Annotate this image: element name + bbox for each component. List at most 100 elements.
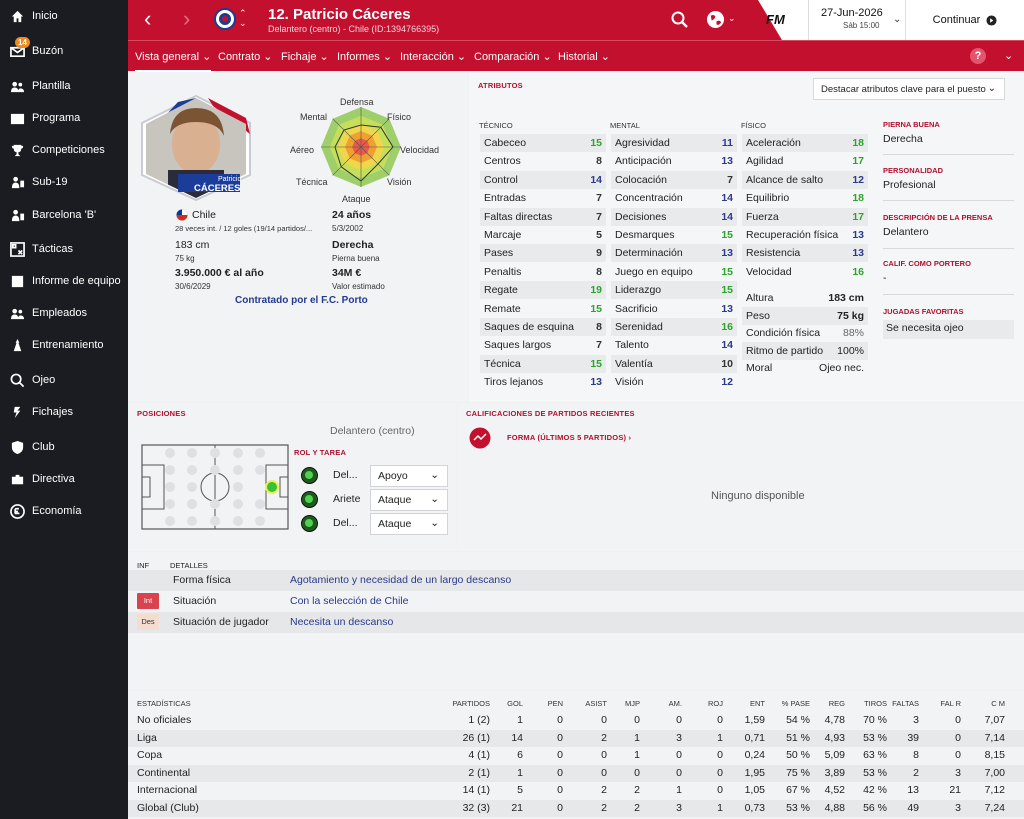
stats-column-header[interactable]: C M bbox=[991, 699, 1005, 708]
fisico-attribute-row[interactable]: Equilibrio 18 bbox=[742, 189, 868, 207]
sidebar-item-tácticas[interactable]: Tácticas bbox=[0, 234, 128, 264]
tecnico-attribute-row[interactable]: Tiros lejanos 13 bbox=[480, 373, 606, 391]
stats-column-header[interactable]: % Pase bbox=[781, 699, 810, 708]
tecnico-attribute-row[interactable]: Penaltis 8 bbox=[480, 263, 606, 281]
stats-column-header[interactable]: Ent bbox=[750, 699, 765, 708]
tecnico-attribute-row[interactable]: Técnica 15 bbox=[480, 354, 606, 373]
stats-column-header[interactable]: Asist bbox=[585, 699, 607, 708]
sidebar-item-informe-de-equipo[interactable]: Informe de equipo bbox=[0, 266, 128, 296]
crest-switch-icon[interactable]: ⌃ ⌄ bbox=[239, 8, 247, 28]
mental-attribute-row[interactable]: Anticipación 13 bbox=[611, 152, 737, 170]
sidebar-item-programa[interactable]: Programa bbox=[0, 103, 128, 133]
tecnico-attribute-row[interactable]: Marcaje 5 bbox=[480, 226, 606, 244]
stats-column-header[interactable]: Pen bbox=[547, 699, 563, 708]
duty-select[interactable]: Apoyo ⌄ bbox=[370, 465, 448, 487]
mental-attribute-row[interactable]: Concentración 14 bbox=[611, 189, 737, 207]
fisico-attribute-row[interactable]: Recuperación física 13 bbox=[742, 226, 868, 244]
tecnico-attribute-row[interactable]: Saques de esquina 8 bbox=[480, 318, 606, 336]
stats-column-header[interactable]: Estadísticas bbox=[137, 699, 191, 708]
fm-logo[interactable]: FM bbox=[766, 12, 785, 27]
nationality[interactable]: Chile bbox=[192, 209, 216, 221]
stats-column-header[interactable]: Tiros bbox=[864, 699, 887, 708]
fisico-attribute-row[interactable]: Resistencia 13 bbox=[742, 244, 868, 263]
mental-attribute-row[interactable]: Serenidad 16 bbox=[611, 318, 737, 336]
stats-row[interactable]: Global (Club) 32 (3) 21 0 2 2 3 1 0,73 53 % 4,88 56… bbox=[128, 800, 1024, 817]
fisico-attribute-row[interactable]: Agilidad 17 bbox=[742, 152, 868, 170]
stats-row[interactable]: No oficiales 1 (2) 1 0 0 0 0 0 1,59 54 % 4,78 70 % 3… bbox=[128, 712, 1024, 729]
forward-arrow-icon[interactable]: › bbox=[183, 6, 191, 31]
mental-attribute-row[interactable]: Colocación 7 bbox=[611, 170, 737, 189]
mental-attribute-row[interactable]: Juego en equipo 15 bbox=[611, 263, 737, 281]
stats-column-header[interactable]: MJP bbox=[625, 699, 640, 708]
loan-status-link[interactable]: Contratado por el F.C. Porto bbox=[235, 295, 368, 306]
mental-attribute-row[interactable]: Desmarques 15 bbox=[611, 226, 737, 244]
fisico-attribute-row[interactable]: Aceleración 18 bbox=[742, 134, 868, 152]
stats-column-header[interactable]: Roj bbox=[708, 699, 723, 708]
sidebar-item-plantilla[interactable]: Plantilla bbox=[0, 71, 128, 101]
duty-select[interactable]: Ataque ⌄ bbox=[370, 513, 448, 535]
role-name[interactable]: Del... bbox=[333, 517, 358, 529]
sidebar-item-club[interactable]: Club bbox=[0, 432, 128, 462]
mental-attribute-row[interactable]: Talento 14 bbox=[611, 336, 737, 354]
stats-column-header[interactable]: Gol bbox=[507, 699, 523, 708]
date-widget[interactable]: 27-Jun-2026 Sáb 15:00 ⌄ bbox=[808, 0, 906, 40]
search-icon[interactable] bbox=[671, 11, 689, 29]
mental-attribute-row[interactable]: Decisiones 14 bbox=[611, 207, 737, 226]
tecnico-attribute-row[interactable]: Centros 8 bbox=[480, 152, 606, 170]
chevron-down-icon[interactable]: ⌄ bbox=[1004, 50, 1014, 62]
tab-vista-general[interactable]: Vista general ⌄ bbox=[135, 50, 212, 72]
tecnico-attribute-row[interactable]: Entradas 7 bbox=[480, 189, 606, 207]
duty-select[interactable]: Ataque ⌄ bbox=[370, 489, 448, 511]
highlight-key-attributes-select[interactable]: Destacar atributos clave para el puesto … bbox=[813, 78, 1005, 100]
globe-menu[interactable]: ⌄ bbox=[706, 10, 736, 30]
tab-contrato[interactable]: Contrato ⌄ bbox=[218, 51, 273, 63]
sidebar-item-entrenamiento[interactable]: Entrenamiento bbox=[0, 330, 128, 360]
mental-attribute-row[interactable]: Valentía 10 bbox=[611, 354, 737, 373]
tecnico-attribute-row[interactable]: Pases 9 bbox=[480, 244, 606, 263]
help-icon[interactable]: ? bbox=[970, 48, 986, 64]
sidebar-item-competiciones[interactable]: Competiciones bbox=[0, 135, 128, 165]
tecnico-attribute-row[interactable]: Control 14 bbox=[480, 170, 606, 189]
form-last-5-link[interactable]: Forma (últimos 5 partidos) › bbox=[507, 433, 632, 442]
continue-button[interactable]: Continuar bbox=[906, 0, 1024, 40]
back-arrow-icon[interactable]: ‹ bbox=[144, 6, 152, 31]
stats-column-header[interactable]: Reg bbox=[828, 699, 845, 708]
tab-comparación[interactable]: Comparación ⌄ bbox=[474, 51, 552, 63]
sidebar-item-economía[interactable]: Economía bbox=[0, 496, 128, 526]
fisico-attribute-row[interactable]: Velocidad 16 bbox=[742, 263, 868, 281]
stats-row[interactable]: Internacional 14 (1) 5 0 2 2 1 0 1,05 67 % 4,52 42 … bbox=[128, 782, 1024, 799]
sidebar-item-directiva[interactable]: Directiva bbox=[0, 464, 128, 494]
mental-attribute-row[interactable]: Agresividad 11 bbox=[611, 134, 737, 152]
role-name[interactable]: Ariete bbox=[333, 493, 361, 505]
role-name[interactable]: Del... bbox=[333, 469, 358, 481]
tecnico-attribute-row[interactable]: Regate 19 bbox=[480, 281, 606, 300]
stats-row[interactable]: Copa 4 (1) 6 0 0 1 0 0 0,24 50 % 5,09 63 % 8 0 8,15 bbox=[128, 747, 1024, 764]
tab-informes[interactable]: Informes ⌄ bbox=[337, 51, 393, 63]
fisico-attribute-row[interactable]: Fuerza 17 bbox=[742, 207, 868, 226]
tab-fichaje[interactable]: Fichaje ⌄ bbox=[281, 51, 329, 63]
sidebar-item-sub-19[interactable]: Sub-19 bbox=[0, 167, 128, 197]
stats-column-header[interactable]: Fal R bbox=[940, 699, 961, 708]
mental-attribute-row[interactable]: Visión 12 bbox=[611, 373, 737, 391]
fisico-attribute-row[interactable]: Alcance de salto 12 bbox=[742, 170, 868, 189]
stats-row[interactable]: Continental 2 (1) 1 0 0 0 0 0 1,95 75 % 3,89 53 % 2 3… bbox=[128, 764, 1024, 782]
tab-historial[interactable]: Historial ⌄ bbox=[558, 51, 611, 63]
stats-row[interactable]: Liga 26 (1) 14 0 2 1 3 1 0,71 51 % 4,93 53 % 39 0 7,14 bbox=[128, 729, 1024, 747]
tecnico-attribute-row[interactable]: Faltas directas 7 bbox=[480, 207, 606, 226]
sidebar-item-inicio[interactable]: Inicio bbox=[0, 1, 128, 31]
tecnico-attribute-row[interactable]: Saques largos 7 bbox=[480, 336, 606, 354]
stats-column-header[interactable]: Partidos bbox=[452, 699, 490, 708]
stats-column-header[interactable]: Faltas bbox=[892, 699, 919, 708]
tab-interacción[interactable]: Interacción ⌄ bbox=[400, 51, 467, 63]
sidebar-item-buzón[interactable]: 14 Buzón bbox=[0, 36, 128, 66]
tecnico-attribute-row[interactable]: Cabeceo 15 bbox=[480, 134, 606, 152]
sidebar-item-empleados[interactable]: Empleados bbox=[0, 298, 128, 328]
tecnico-attribute-row[interactable]: Remate 15 bbox=[480, 300, 606, 318]
mental-attribute-row[interactable]: Determinación 13 bbox=[611, 244, 737, 263]
club-crest-icon[interactable] bbox=[214, 7, 236, 31]
mental-attribute-row[interactable]: Sacrificio 13 bbox=[611, 300, 737, 318]
sidebar-item-fichajes[interactable]: Fichajes bbox=[0, 397, 128, 427]
stats-column-header[interactable]: Am. bbox=[668, 699, 682, 708]
sidebar-item-barcelona-b-[interactable]: Barcelona 'B' bbox=[0, 200, 128, 230]
mental-attribute-row[interactable]: Liderazgo 15 bbox=[611, 281, 737, 300]
